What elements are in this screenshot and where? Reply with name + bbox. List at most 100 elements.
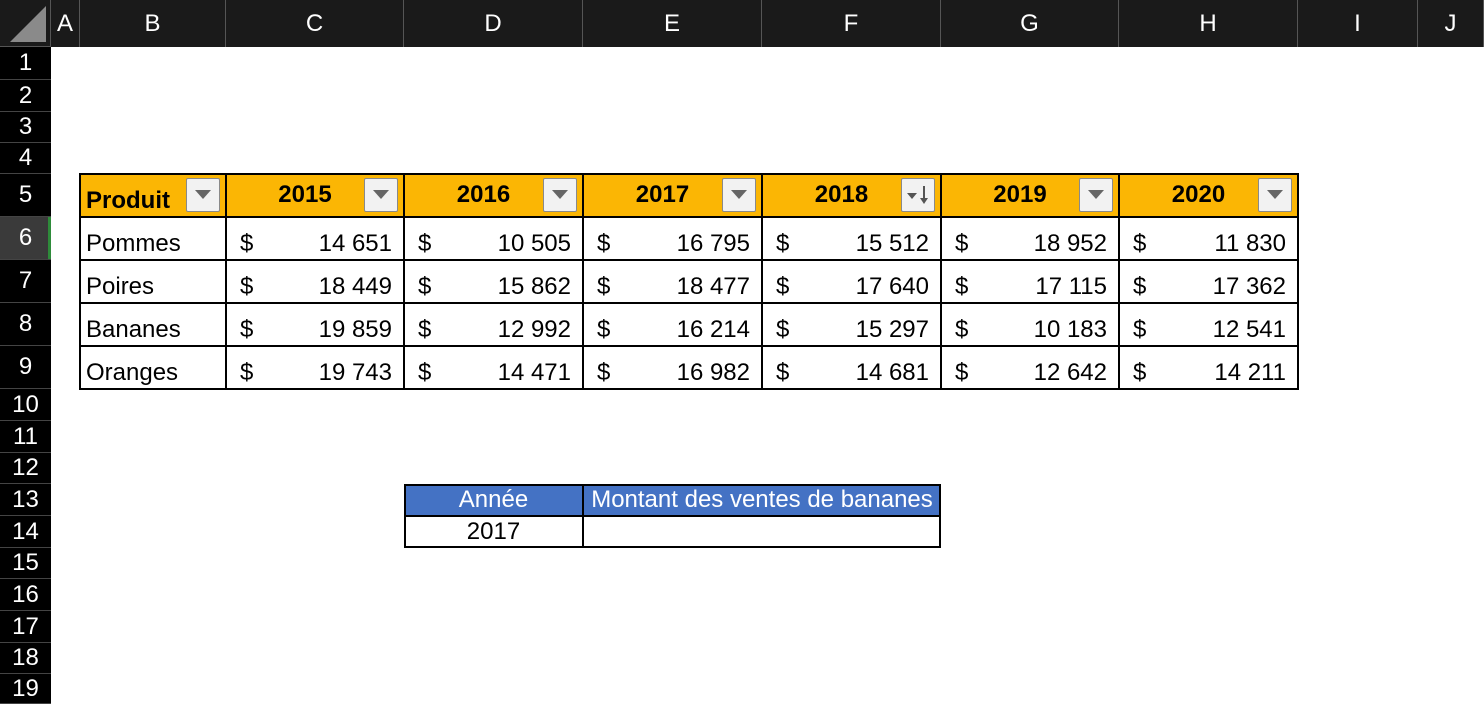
column-header-d[interactable]: D — [404, 0, 583, 47]
row-header-12[interactable]: 12 — [0, 453, 51, 484]
row-header-14[interactable]: 14 — [0, 516, 51, 548]
column-header-h[interactable]: H — [1119, 0, 1298, 47]
product-cell[interactable]: Pommes — [80, 217, 226, 260]
row-header-3[interactable]: 3 — [0, 112, 51, 143]
currency-symbol: $ — [240, 230, 254, 257]
sales-value-cell[interactable]: $18 477 — [583, 260, 762, 303]
table-header-year-2016: 2016 — [404, 174, 583, 217]
column-header-i[interactable]: I — [1298, 0, 1418, 47]
lookup-year-cell[interactable]: 2017 — [404, 516, 583, 548]
table-header-year-2017: 2017 — [583, 174, 762, 217]
sales-value-cell[interactable]: $15 512 — [762, 217, 941, 260]
sales-value-cell[interactable]: $10 183 — [941, 303, 1119, 346]
sales-value-cell[interactable]: $18 449 — [226, 260, 404, 303]
row-header-18[interactable]: 18 — [0, 643, 51, 674]
lookup-header-year: Année — [404, 484, 583, 516]
column-header-bar — [0, 0, 1484, 47]
currency-symbol: $ — [418, 316, 432, 343]
currency-symbol: $ — [776, 316, 790, 343]
year-header-label: 2016 — [456, 180, 511, 208]
product-cell[interactable]: Bananes — [80, 303, 226, 346]
sales-amount: 18 952 — [1033, 230, 1107, 257]
lookup-border — [404, 484, 406, 548]
sales-value-cell[interactable]: $15 297 — [762, 303, 941, 346]
row-header-13[interactable]: 13 — [0, 484, 51, 516]
product-cell[interactable]: Poires — [80, 260, 226, 303]
filter-button-produit[interactable] — [186, 178, 220, 212]
row-header-6[interactable]: 6 — [0, 217, 51, 260]
row-header-9[interactable]: 9 — [0, 346, 51, 389]
sales-value-cell[interactable]: $11 830 — [1119, 217, 1298, 260]
currency-symbol: $ — [597, 316, 611, 343]
sales-value-cell[interactable]: $17 115 — [941, 260, 1119, 303]
lookup-border — [404, 546, 941, 548]
sales-amount: 15 512 — [855, 230, 929, 257]
table-border — [940, 173, 942, 390]
sales-amount: 18 477 — [676, 273, 750, 300]
column-header-j[interactable]: J — [1418, 0, 1484, 47]
column-header-b[interactable]: B — [80, 0, 226, 47]
sales-value-cell[interactable]: $14 211 — [1119, 346, 1298, 389]
sales-value-cell[interactable]: $19 743 — [226, 346, 404, 389]
currency-symbol: $ — [1133, 230, 1147, 257]
sales-value-cell[interactable]: $16 795 — [583, 217, 762, 260]
sales-amount: 10 505 — [497, 230, 571, 257]
sales-value-cell[interactable]: $16 982 — [583, 346, 762, 389]
filter-button-2020[interactable] — [1258, 178, 1292, 212]
sales-value-cell[interactable]: $19 859 — [226, 303, 404, 346]
table-header-year-2020: 2020 — [1119, 174, 1298, 217]
row-header-8[interactable]: 8 — [0, 303, 51, 346]
filter-button-2018[interactable] — [901, 178, 935, 212]
sales-value-cell[interactable]: $14 471 — [404, 346, 583, 389]
sales-value-cell[interactable]: $12 642 — [941, 346, 1119, 389]
filter-button-2017[interactable] — [722, 178, 756, 212]
sales-amount: 15 297 — [855, 316, 929, 343]
table-border — [79, 388, 1299, 390]
sales-value-cell[interactable]: $18 952 — [941, 217, 1119, 260]
row-header-16[interactable]: 16 — [0, 579, 51, 611]
table-border — [761, 173, 763, 390]
row-header-7[interactable]: 7 — [0, 260, 51, 303]
sales-value-cell[interactable]: $10 505 — [404, 217, 583, 260]
sales-value-cell[interactable]: $16 214 — [583, 303, 762, 346]
sales-amount: 14 471 — [497, 359, 571, 386]
row-header-2[interactable]: 2 — [0, 80, 51, 112]
sales-value-cell[interactable]: $12 541 — [1119, 303, 1298, 346]
product-cell[interactable]: Oranges — [80, 346, 226, 389]
sales-amount: 19 743 — [318, 359, 392, 386]
row-header-17[interactable]: 17 — [0, 611, 51, 643]
column-header-g[interactable]: G — [941, 0, 1119, 47]
column-header-e[interactable]: E — [583, 0, 762, 47]
table-border — [225, 173, 227, 390]
filter-button-2019[interactable] — [1079, 178, 1113, 212]
table-border — [79, 345, 1299, 347]
table-header-year-2015: 2015 — [226, 174, 404, 217]
sales-value-cell[interactable]: $17 362 — [1119, 260, 1298, 303]
row-header-11[interactable]: 11 — [0, 421, 51, 453]
row-header-4[interactable]: 4 — [0, 143, 51, 174]
currency-symbol: $ — [418, 230, 432, 257]
sales-value-cell[interactable]: $15 862 — [404, 260, 583, 303]
filter-button-2015[interactable] — [364, 178, 398, 212]
filter-button-2016[interactable] — [543, 178, 577, 212]
sales-value-cell[interactable]: $17 640 — [762, 260, 941, 303]
lookup-border — [582, 484, 584, 548]
column-header-f[interactable]: F — [762, 0, 941, 47]
sales-value-cell[interactable]: $12 992 — [404, 303, 583, 346]
currency-symbol: $ — [776, 273, 790, 300]
lookup-amount-cell[interactable] — [583, 516, 941, 548]
sales-value-cell[interactable]: $14 651 — [226, 217, 404, 260]
row-header-1[interactable]: 1 — [0, 47, 51, 80]
row-header-5[interactable]: 5 — [0, 174, 51, 217]
select-all-corner[interactable] — [0, 0, 51, 47]
sales-value-cell[interactable]: $14 681 — [762, 346, 941, 389]
lookup-border — [404, 515, 941, 517]
column-header-a[interactable]: A — [51, 0, 80, 47]
column-header-c[interactable]: C — [226, 0, 404, 47]
currency-symbol: $ — [240, 316, 254, 343]
currency-symbol: $ — [955, 230, 969, 257]
sales-amount: 12 541 — [1212, 316, 1286, 343]
row-header-10[interactable]: 10 — [0, 389, 51, 421]
row-header-15[interactable]: 15 — [0, 548, 51, 579]
row-header-19[interactable]: 19 — [0, 674, 51, 704]
